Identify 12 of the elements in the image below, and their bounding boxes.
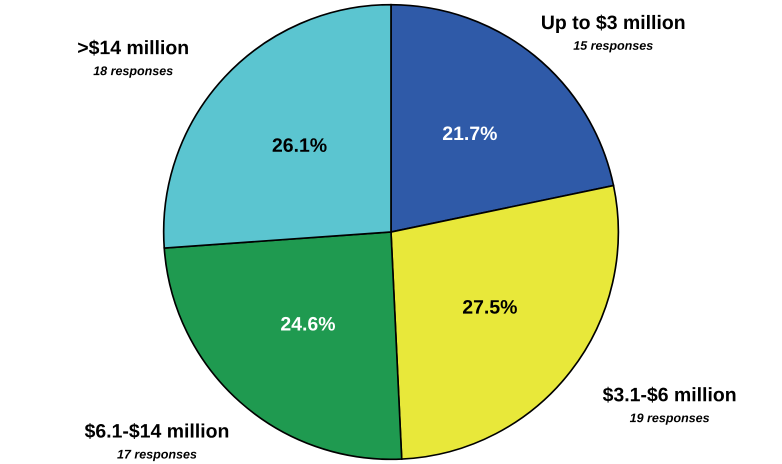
data-label: 24.6%	[281, 316, 336, 331]
slice-label: $6.1-$14 million	[84, 423, 228, 439]
text: 19 responses	[630, 413, 710, 425]
text: 17 responses	[117, 450, 196, 462]
slice-label: >$14 million	[78, 40, 188, 56]
text: 18 responses	[93, 66, 173, 78]
text: 15 responses	[573, 41, 653, 52]
data-label: 26.1%	[272, 138, 327, 152]
data-label: 21.7%	[442, 126, 497, 140]
slice-label: Up to $3 million	[542, 14, 684, 34]
data-label: 27.5%	[462, 300, 517, 314]
slice-label: $3.1-$6 million	[602, 386, 736, 403]
